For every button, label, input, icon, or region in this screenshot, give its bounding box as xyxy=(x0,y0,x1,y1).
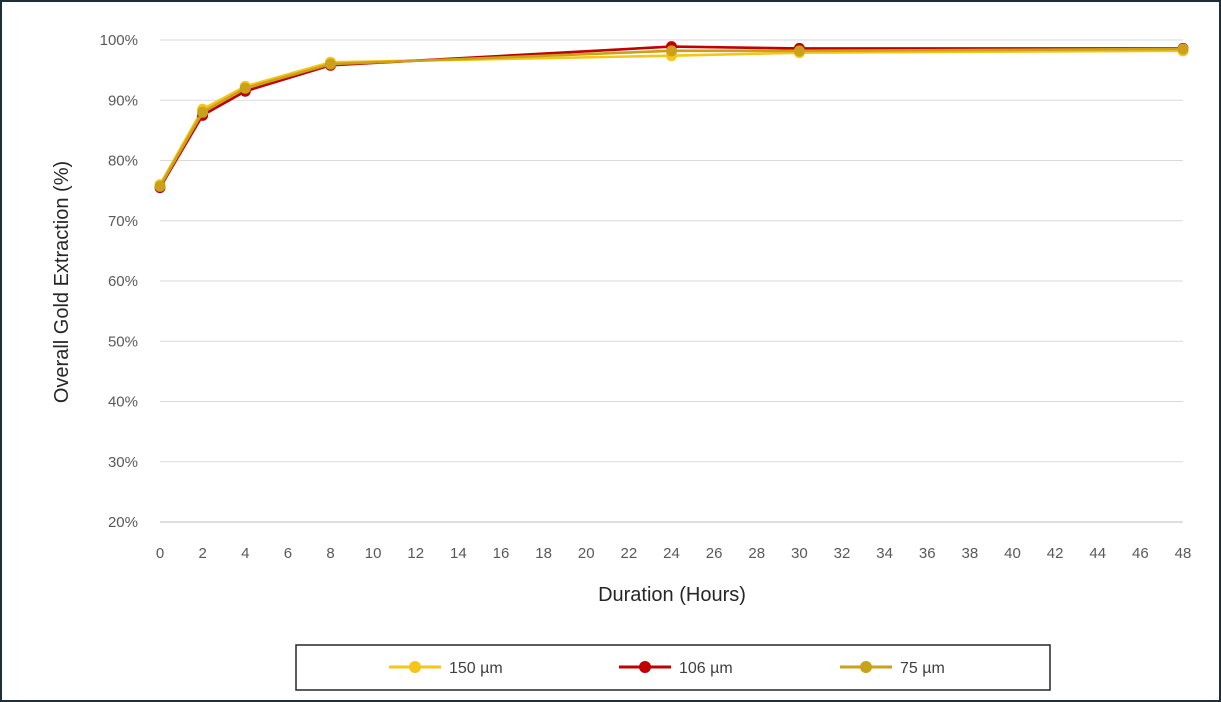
data-point xyxy=(154,180,166,192)
x-tick-label: 44 xyxy=(1089,545,1106,562)
x-tick-label: 8 xyxy=(326,545,334,562)
series-0 xyxy=(154,45,1189,191)
legend-label: 106 µm xyxy=(679,660,733,677)
legend-swatch-marker xyxy=(860,661,872,673)
legend-swatch-marker xyxy=(409,661,421,673)
y-tick-label: 40% xyxy=(108,394,138,411)
series-group xyxy=(154,41,1189,194)
legend-item: 75 µm xyxy=(840,660,945,677)
data-point xyxy=(666,45,677,57)
data-point xyxy=(197,106,209,118)
legend-item: 150 µm xyxy=(389,660,503,677)
x-tick-label: 0 xyxy=(156,545,164,562)
x-tick-label: 28 xyxy=(748,545,765,562)
x-tick-label: 14 xyxy=(450,545,467,562)
x-tick-label: 34 xyxy=(876,545,893,562)
x-tick-label: 24 xyxy=(663,545,680,562)
x-tick-label: 48 xyxy=(1175,545,1192,562)
series-1 xyxy=(154,41,1189,194)
x-tick-label: 2 xyxy=(198,545,206,562)
x-tick-label: 18 xyxy=(535,545,552,562)
x-tick-label: 40 xyxy=(1004,545,1021,562)
x-axis-title: Duration (Hours) xyxy=(598,584,746,606)
y-tick-label: 70% xyxy=(108,213,138,230)
legend-items: 150 µm 106 µm 75 µm xyxy=(389,660,945,677)
legend: 150 µm 106 µm 75 µm xyxy=(295,644,1051,691)
y-tick-label: 100% xyxy=(100,32,138,49)
y-tick-label: 80% xyxy=(108,153,138,170)
legend-label: 150 µm xyxy=(449,660,503,677)
x-tick-label: 4 xyxy=(241,545,249,562)
y-axis-title: Overall Gold Extraction (%) xyxy=(51,161,73,403)
x-tick-label: 22 xyxy=(621,545,638,562)
x-tick-label: 12 xyxy=(407,545,424,562)
y-tick-label: 30% xyxy=(108,454,138,471)
x-tick-label: 20 xyxy=(578,545,595,562)
x-tick-label: 16 xyxy=(493,545,510,562)
legend-item: 106 µm xyxy=(619,660,733,677)
x-tick-label: 32 xyxy=(834,545,851,562)
legend-label: 75 µm xyxy=(900,660,945,677)
y-tick-label: 50% xyxy=(108,333,138,350)
y-tick-label: 20% xyxy=(108,514,138,531)
legend-swatch-marker xyxy=(639,661,651,673)
y-tick-label: 90% xyxy=(108,92,138,109)
data-point xyxy=(793,45,805,57)
x-tick-label: 6 xyxy=(284,545,292,562)
grid-lines xyxy=(160,39,1183,463)
x-tick-labels: 0 2 4 6 8 10 12 14 16 18 20 22 24 26 28 30 32 34 36 38 40 42 4… xyxy=(156,545,1192,562)
y-tick-labels: 20% 30% 40% 50% 60% 70% 80% 90% 100% xyxy=(100,32,138,531)
series-line xyxy=(158,47,1184,188)
x-tick-label: 38 xyxy=(962,545,979,562)
x-tick-label: 30 xyxy=(791,545,808,562)
data-point xyxy=(1177,43,1189,55)
x-tick-label: 26 xyxy=(706,545,723,562)
y-tick-label: 60% xyxy=(108,273,138,290)
x-tick-label: 10 xyxy=(365,545,382,562)
data-point xyxy=(325,58,336,70)
series-2 xyxy=(154,43,1189,192)
x-tick-label: 42 xyxy=(1047,545,1064,562)
x-tick-label: 46 xyxy=(1132,545,1149,562)
x-tick-label: 36 xyxy=(919,545,936,562)
data-point xyxy=(239,82,251,94)
